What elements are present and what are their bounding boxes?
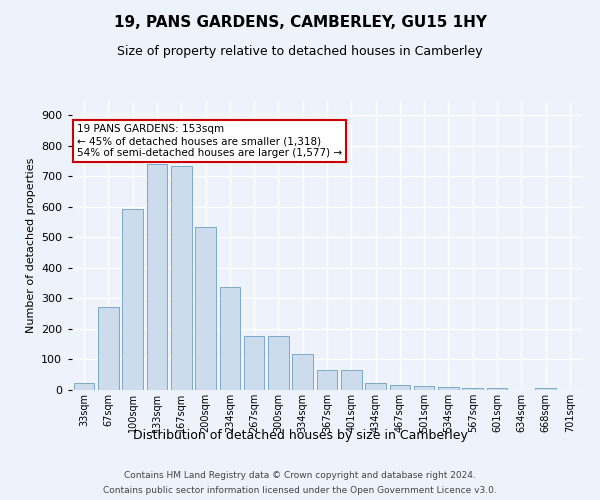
Bar bbox=[438, 387, 459, 390]
Bar bbox=[292, 354, 313, 390]
Text: 19, PANS GARDENS, CAMBERLEY, GU15 1HY: 19, PANS GARDENS, CAMBERLEY, GU15 1HY bbox=[113, 15, 487, 30]
Bar bbox=[317, 370, 337, 390]
Bar bbox=[487, 388, 508, 390]
Text: 19 PANS GARDENS: 153sqm
← 45% of detached houses are smaller (1,318)
54% of semi: 19 PANS GARDENS: 153sqm ← 45% of detache… bbox=[77, 124, 342, 158]
Text: Size of property relative to detached houses in Camberley: Size of property relative to detached ho… bbox=[117, 45, 483, 58]
Bar bbox=[244, 336, 265, 390]
Bar bbox=[122, 209, 143, 390]
Bar bbox=[365, 384, 386, 390]
Text: Distribution of detached houses by size in Camberley: Distribution of detached houses by size … bbox=[133, 428, 467, 442]
Bar bbox=[268, 336, 289, 390]
Bar bbox=[171, 166, 191, 390]
Y-axis label: Number of detached properties: Number of detached properties bbox=[26, 158, 35, 332]
Bar bbox=[98, 307, 119, 390]
Text: Contains HM Land Registry data © Crown copyright and database right 2024.: Contains HM Land Registry data © Crown c… bbox=[124, 471, 476, 480]
Bar bbox=[74, 384, 94, 390]
Bar bbox=[389, 386, 410, 390]
Bar bbox=[341, 370, 362, 390]
Bar bbox=[195, 226, 216, 390]
Bar bbox=[220, 287, 240, 390]
Bar bbox=[146, 164, 167, 390]
Bar bbox=[463, 388, 483, 390]
Bar bbox=[414, 386, 434, 390]
Text: Contains public sector information licensed under the Open Government Licence v3: Contains public sector information licen… bbox=[103, 486, 497, 495]
Bar bbox=[535, 388, 556, 390]
